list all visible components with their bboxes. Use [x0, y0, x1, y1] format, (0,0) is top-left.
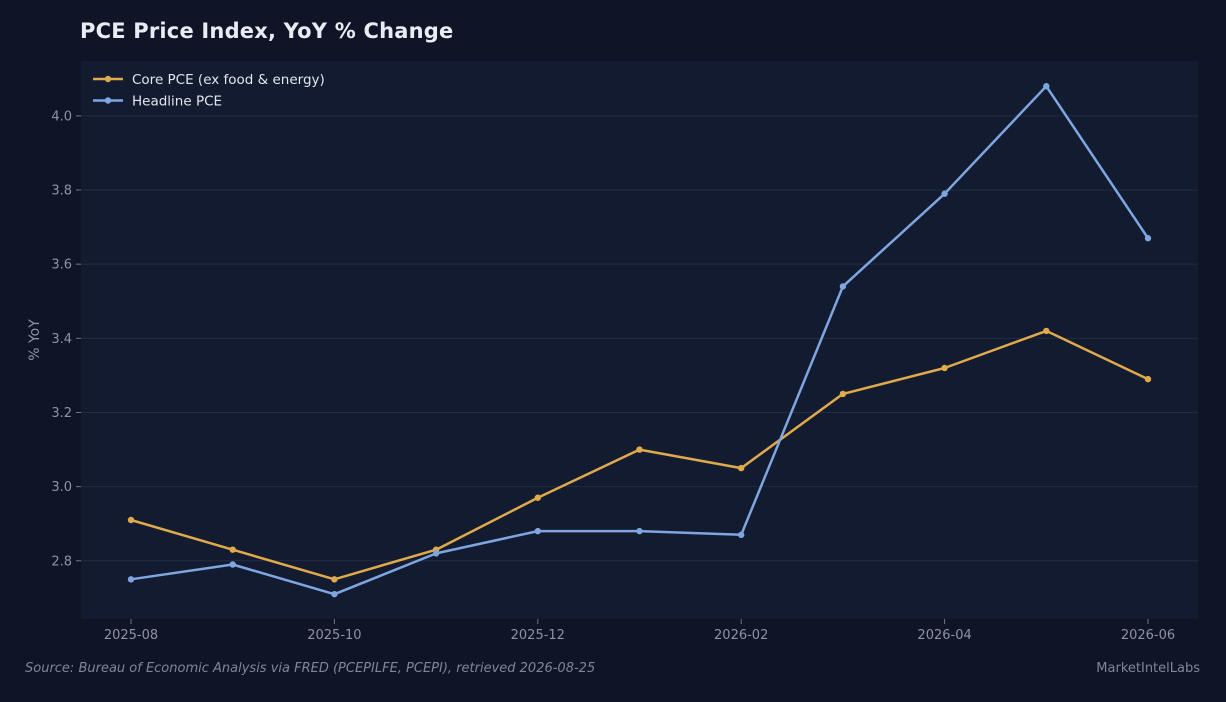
plot-area — [81, 61, 1198, 619]
data-point — [1043, 83, 1050, 90]
x-tick-label: 2025-08 — [104, 628, 158, 643]
x-tick-label: 2026-06 — [1121, 628, 1175, 643]
series-group — [127, 327, 1152, 583]
x-tick-label: 2026-02 — [714, 628, 768, 643]
data-point — [534, 494, 541, 501]
data-point — [229, 561, 236, 568]
data-point — [331, 590, 338, 598]
brand-mark: MarketIntelLabs — [1096, 661, 1200, 676]
data-point — [941, 190, 948, 197]
legend-label: Headline PCE — [132, 94, 222, 110]
data-point — [1043, 327, 1050, 335]
y-tick-label: 3.0 — [51, 480, 72, 495]
data-point — [229, 546, 236, 553]
legend-swatch-marker — [104, 97, 112, 104]
source-note: Source: Bureau of Economic Analysis via … — [25, 661, 596, 676]
series-group — [127, 83, 1152, 598]
data-point — [331, 576, 338, 583]
legend-swatch-marker — [104, 75, 112, 83]
data-point — [738, 531, 745, 539]
data-point — [1144, 375, 1152, 383]
y-tick-label: 3.4 — [51, 332, 72, 347]
y-axis-label: % YoY — [27, 319, 43, 361]
y-tick-label: 3.6 — [51, 258, 72, 273]
data-point — [636, 446, 643, 453]
data-point — [432, 550, 440, 557]
x-tick-label: 2025-12 — [511, 628, 565, 643]
data-point — [941, 364, 948, 372]
legend-label: Core PCE (ex food & energy) — [132, 72, 325, 88]
x-tick-label: 2025-10 — [307, 628, 361, 643]
chart-title: PCE Price Index, YoY % Change — [80, 19, 454, 43]
y-tick-label: 2.8 — [51, 554, 72, 569]
y-tick-label: 3.8 — [51, 184, 72, 199]
legend-item: Headline PCE — [93, 94, 222, 110]
data-point — [738, 464, 745, 472]
y-tick-label: 3.2 — [51, 406, 72, 421]
data-point — [839, 390, 847, 398]
data-point — [534, 527, 541, 535]
data-point — [1144, 235, 1152, 242]
data-point — [839, 283, 847, 290]
series-lines — [127, 83, 1152, 598]
y-tick-label: 4.0 — [51, 109, 72, 124]
data-point — [636, 527, 643, 535]
data-point — [127, 576, 135, 583]
x-tick-label: 2026-04 — [917, 628, 971, 643]
axes: 2.8 3.0 3.2 3.4 3.6 3.8 4.0 2025-08 2025-10 2025-… — [27, 109, 1175, 643]
legend-item: Core PCE (ex food & energy) — [93, 72, 325, 88]
legend: Core PCE (ex food & energy) Headline PCE — [93, 72, 325, 110]
data-point — [127, 516, 135, 524]
